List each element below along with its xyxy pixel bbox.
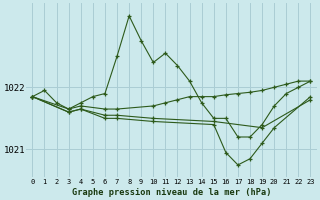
X-axis label: Graphe pression niveau de la mer (hPa): Graphe pression niveau de la mer (hPa) [72, 188, 271, 197]
